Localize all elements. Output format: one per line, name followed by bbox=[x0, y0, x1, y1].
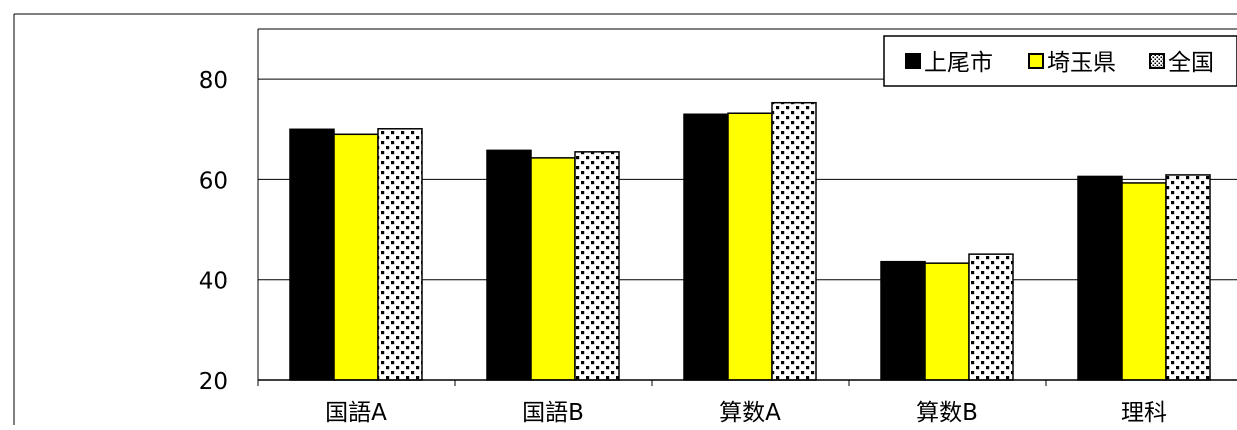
bar-上尾市-算数A bbox=[683, 113, 729, 381]
bar-上尾市-国語A bbox=[289, 128, 335, 381]
legend-label: 上尾市 bbox=[924, 50, 993, 76]
y-axis: 20 40 60 80 bbox=[199, 68, 228, 395]
y-tick-label: 80 bbox=[199, 68, 228, 94]
y-tick-label: 20 bbox=[199, 369, 228, 395]
x-axis: 国語A 国語B 算数A 算数B 理科 bbox=[257, 379, 1237, 426]
x-tick-label: 国語B bbox=[522, 400, 584, 425]
x-tick-label: 算数B bbox=[916, 400, 978, 425]
bar-埼玉県-国語B bbox=[530, 157, 576, 381]
legend: 上尾市 埼玉県 全国 bbox=[883, 35, 1237, 87]
legend-label: 埼玉県 bbox=[1047, 50, 1116, 76]
y-tick-label: 40 bbox=[199, 269, 228, 295]
bar-上尾市-算数B bbox=[880, 260, 926, 381]
bars bbox=[289, 101, 1211, 381]
legend-swatch-上尾市 bbox=[905, 53, 921, 69]
legend-swatch-全国 bbox=[1149, 53, 1165, 69]
bar-上尾市-理科 bbox=[1077, 175, 1123, 381]
bar-全国-理科 bbox=[1165, 174, 1211, 381]
x-tick-label: 国語A bbox=[325, 400, 387, 425]
y-tick-label: 60 bbox=[199, 168, 228, 194]
bar-埼玉県-算数A bbox=[727, 112, 773, 381]
x-tick-label: 算数A bbox=[719, 400, 781, 425]
bar-全国-算数A bbox=[771, 101, 817, 381]
bar-全国-国語A bbox=[377, 128, 423, 381]
bar-全国-算数B bbox=[968, 253, 1014, 381]
bar-埼玉県-国語A bbox=[333, 133, 379, 381]
x-tick-label: 理科 bbox=[1121, 400, 1167, 425]
bar-埼玉県-算数B bbox=[924, 262, 970, 381]
bar-上尾市-国語B bbox=[486, 149, 532, 381]
legend-swatch-埼玉県 bbox=[1028, 53, 1044, 69]
legend-box bbox=[883, 35, 1237, 87]
legend-label: 全国 bbox=[1168, 50, 1214, 76]
bar-埼玉県-理科 bbox=[1121, 182, 1167, 381]
bar-全国-国語B bbox=[574, 151, 620, 381]
